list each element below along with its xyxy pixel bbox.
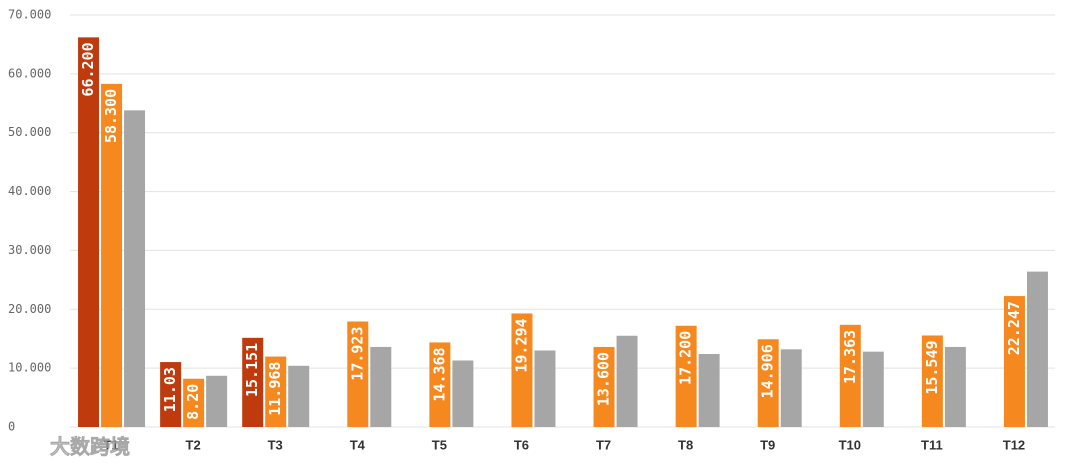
x-tick-label: T9 — [760, 437, 775, 452]
bar — [101, 83, 123, 427]
bar — [1026, 271, 1048, 427]
value-label: 17.363 — [841, 330, 859, 384]
value-label: 15.549 — [923, 340, 941, 394]
value-label: 8.20 — [184, 384, 202, 420]
value-label: 13.600 — [595, 352, 613, 406]
value-label: 19.294 — [512, 318, 530, 372]
bar — [370, 346, 392, 427]
bar — [124, 110, 146, 427]
value-label: 22.247 — [1005, 301, 1023, 355]
value-label: 11.968 — [266, 362, 284, 416]
bar — [511, 313, 533, 427]
x-tick-label: T4 — [350, 437, 366, 452]
value-label: 14.906 — [759, 344, 777, 398]
x-tick-label: T2 — [186, 437, 201, 452]
y-tick-label: 60.000 — [8, 66, 51, 80]
bar — [452, 360, 474, 427]
y-tick-label: 30.000 — [8, 243, 51, 257]
bar — [288, 365, 310, 427]
value-label: 17.923 — [348, 327, 366, 381]
bar — [206, 375, 228, 427]
bar — [921, 335, 943, 427]
bar — [183, 378, 205, 427]
bar — [242, 337, 264, 427]
bar — [780, 349, 802, 427]
bar — [839, 324, 861, 427]
x-tick-label: T1 — [103, 437, 118, 452]
value-label: 66.200 — [79, 42, 97, 96]
x-tick-label: T3 — [268, 437, 283, 452]
value-label: 17.200 — [677, 331, 695, 385]
bar — [160, 362, 182, 427]
value-label: 14.368 — [430, 347, 448, 401]
y-tick-label: 0 — [8, 420, 15, 434]
x-tick-label: T7 — [596, 437, 611, 452]
value-label: 58.300 — [102, 89, 120, 143]
bar — [757, 339, 779, 427]
x-tick-label: T8 — [678, 437, 693, 452]
y-tick-label: 20.000 — [8, 302, 51, 316]
x-tick-label: T12 — [1003, 437, 1025, 452]
y-tick-label: 50.000 — [8, 125, 51, 139]
value-label: 15.151 — [243, 343, 261, 397]
x-tick-label: T5 — [432, 437, 447, 452]
bar — [429, 342, 451, 427]
value-label: 11.03 — [161, 367, 179, 412]
bar — [1003, 296, 1025, 427]
y-tick-label: 10.000 — [8, 361, 51, 375]
bar — [675, 325, 697, 427]
y-tick-label: 40.000 — [8, 184, 51, 198]
watermark: 大数跨境 — [50, 434, 130, 458]
x-tick-label: T10 — [839, 437, 861, 452]
bar — [593, 346, 615, 427]
bar — [265, 356, 287, 427]
bar — [78, 37, 100, 427]
x-tick-label: T6 — [514, 437, 529, 452]
bar — [862, 351, 884, 427]
bar — [698, 354, 720, 427]
bar — [534, 350, 556, 427]
bar — [347, 321, 369, 427]
y-tick-label: 70.000 — [8, 8, 51, 22]
x-tick-label: T11 — [921, 437, 943, 452]
bar — [616, 335, 638, 427]
bar — [944, 346, 966, 427]
